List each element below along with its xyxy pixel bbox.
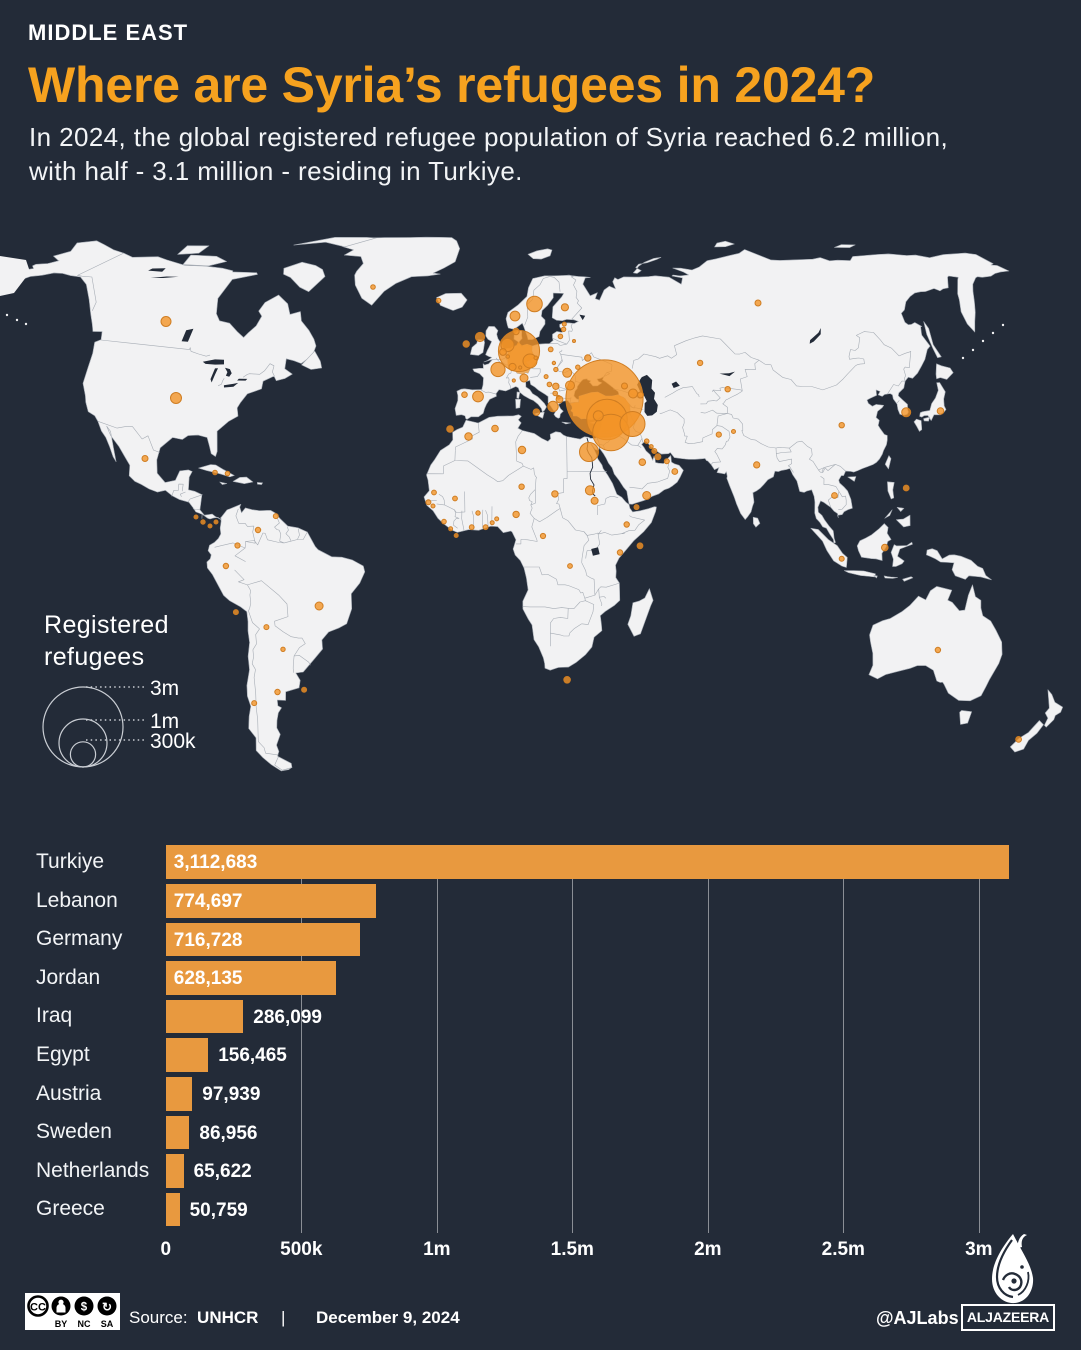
svg-text:BY: BY	[55, 1319, 68, 1329]
svg-text:↻: ↻	[102, 1300, 112, 1314]
svg-text:$: $	[81, 1302, 88, 1314]
svg-text:NC: NC	[78, 1319, 91, 1329]
svg-text:CC: CC	[30, 1302, 46, 1314]
svg-text:SA: SA	[101, 1319, 114, 1329]
